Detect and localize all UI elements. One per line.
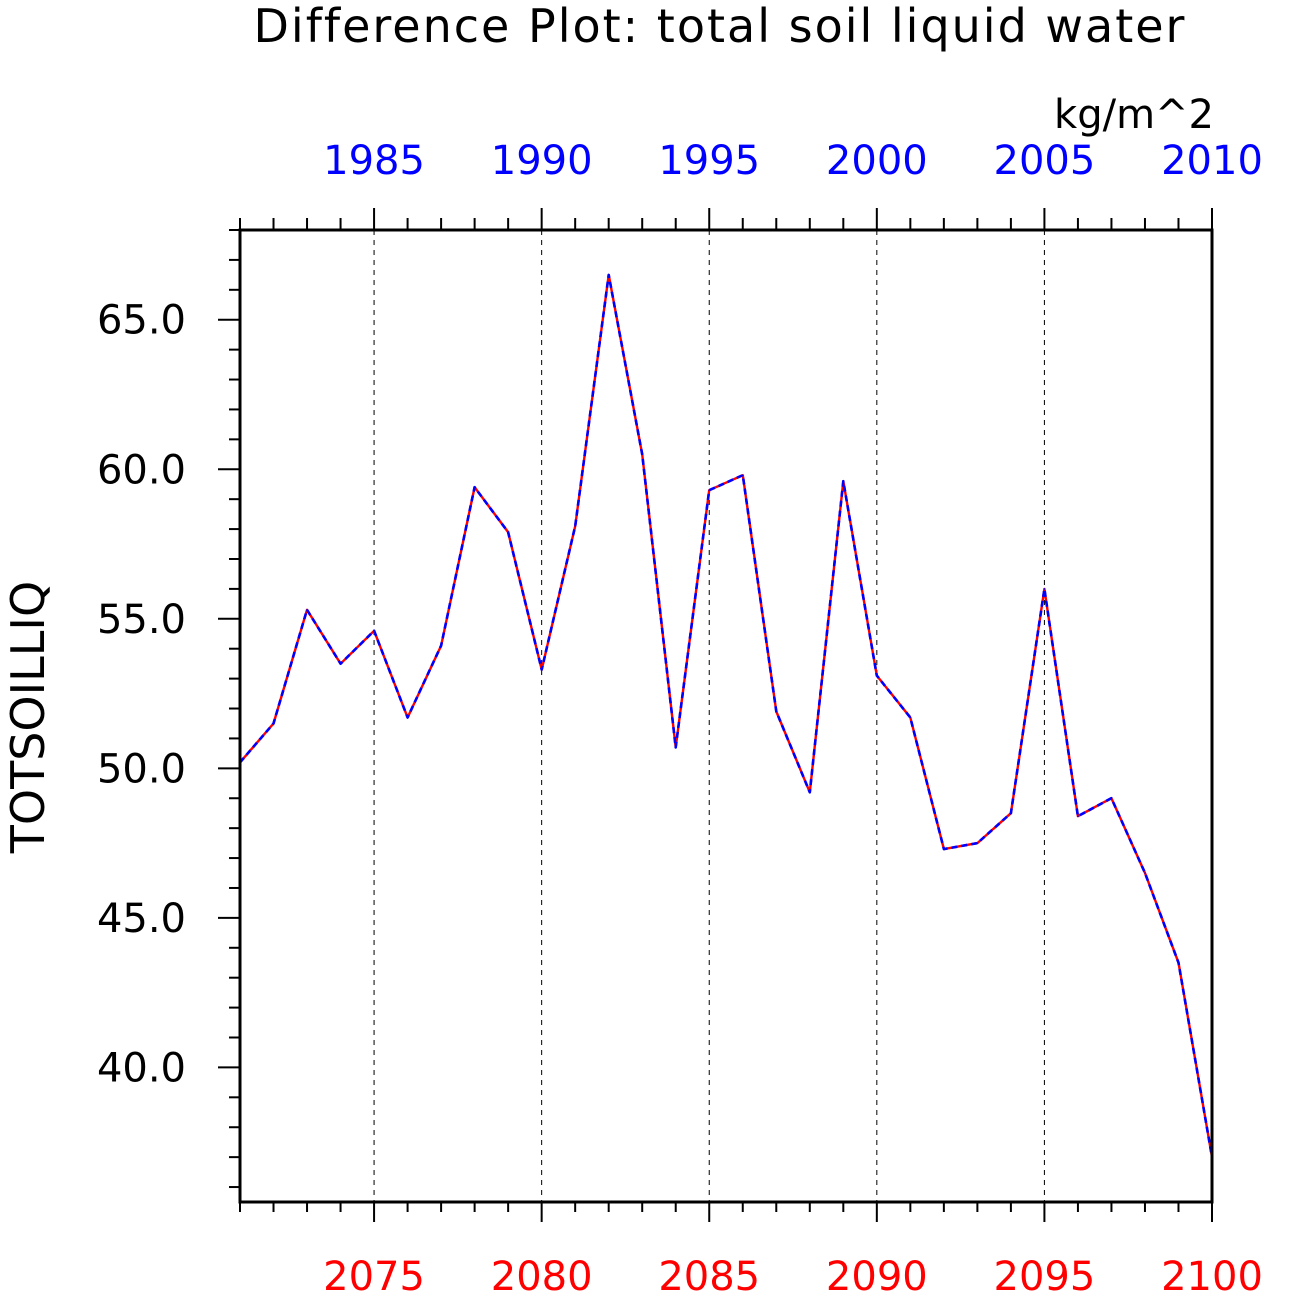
series-lines [239, 273, 1214, 1158]
tick-labels: 2075 2080 2085 2090 2095 2100 1985 1990 1995 2000… [97, 138, 1263, 1293]
series-2-point-2093 [976, 842, 979, 844]
series-2-point-2087 [775, 710, 778, 713]
top-tick-label-1985: 1985 [323, 138, 425, 184]
gridlines [373, 230, 1045, 1202]
y-tick-label-40: 40.0 [97, 1045, 186, 1091]
bottom-tick-label-2090: 2090 [826, 1254, 928, 1293]
series-2-point-2082 [607, 274, 610, 276]
y-tick-label-60: 60.0 [97, 447, 186, 493]
series-2-point-2081 [574, 525, 576, 527]
series-2-point-2094 [1010, 812, 1012, 814]
y-tick-label-50: 50.0 [97, 746, 186, 792]
series-2-point-2083 [641, 453, 644, 456]
series-2-point-2074 [339, 662, 342, 665]
units-label: kg/m^2 [1054, 92, 1214, 138]
series-2-point-2072 [272, 722, 275, 725]
series-line-1 [239, 273, 1214, 1158]
series-2-point-2091 [909, 716, 912, 719]
top-tick-label-2005: 2005 [994, 138, 1096, 184]
top-tick-label-1995: 1995 [658, 138, 760, 184]
series-line-2 [239, 273, 1214, 1158]
series-2-point-2086 [741, 474, 744, 477]
series-2-point-2097 [1110, 797, 1113, 800]
top-tick-label-2010: 2010 [1161, 138, 1263, 184]
bottom-tick-label-2080: 2080 [491, 1254, 593, 1293]
y-tick-label-65: 65.0 [97, 298, 186, 344]
y-tick-label-55: 55.0 [97, 597, 186, 643]
series-2-point-2088 [808, 791, 811, 794]
series-2-point-2090 [876, 674, 878, 677]
series-2-point-2075 [373, 629, 375, 632]
series-2-point-2080 [540, 668, 543, 671]
series-2-point-2077 [440, 644, 442, 647]
series-2-point-2084 [674, 746, 677, 749]
series-2-point-2095 [1043, 588, 1046, 590]
bottom-tick-label-2095: 2095 [994, 1254, 1096, 1293]
y-tick-label-45: 45.0 [97, 896, 186, 942]
series-2-point-2079 [507, 531, 509, 533]
series-2-point-2096 [1077, 815, 1079, 817]
bottom-tick-label-2075: 2075 [323, 1254, 425, 1293]
top-tick-label-2000: 2000 [826, 138, 928, 184]
top-tick-label-1990: 1990 [491, 138, 593, 184]
bottom-tick-label-2100: 2100 [1161, 1254, 1263, 1293]
plot-frame [238, 228, 1214, 1204]
chart-title: Difference Plot: total soil liquid water [254, 0, 1187, 53]
series-2-point-2085 [708, 489, 711, 491]
bottom-tick-label-2085: 2085 [658, 1254, 760, 1293]
y-axis-label: TOTSOILLIQ [1, 581, 55, 854]
series-2-point-2078 [473, 486, 476, 489]
axis-ticks [218, 208, 1213, 1222]
series-2-point-2089 [842, 480, 845, 483]
series-2-point-2076 [406, 716, 409, 719]
series-2-point-2092 [943, 848, 945, 850]
series-2-point-2098 [1144, 872, 1146, 874]
series-2-point-2073 [306, 609, 308, 611]
series-2-point-2099 [1177, 961, 1180, 964]
